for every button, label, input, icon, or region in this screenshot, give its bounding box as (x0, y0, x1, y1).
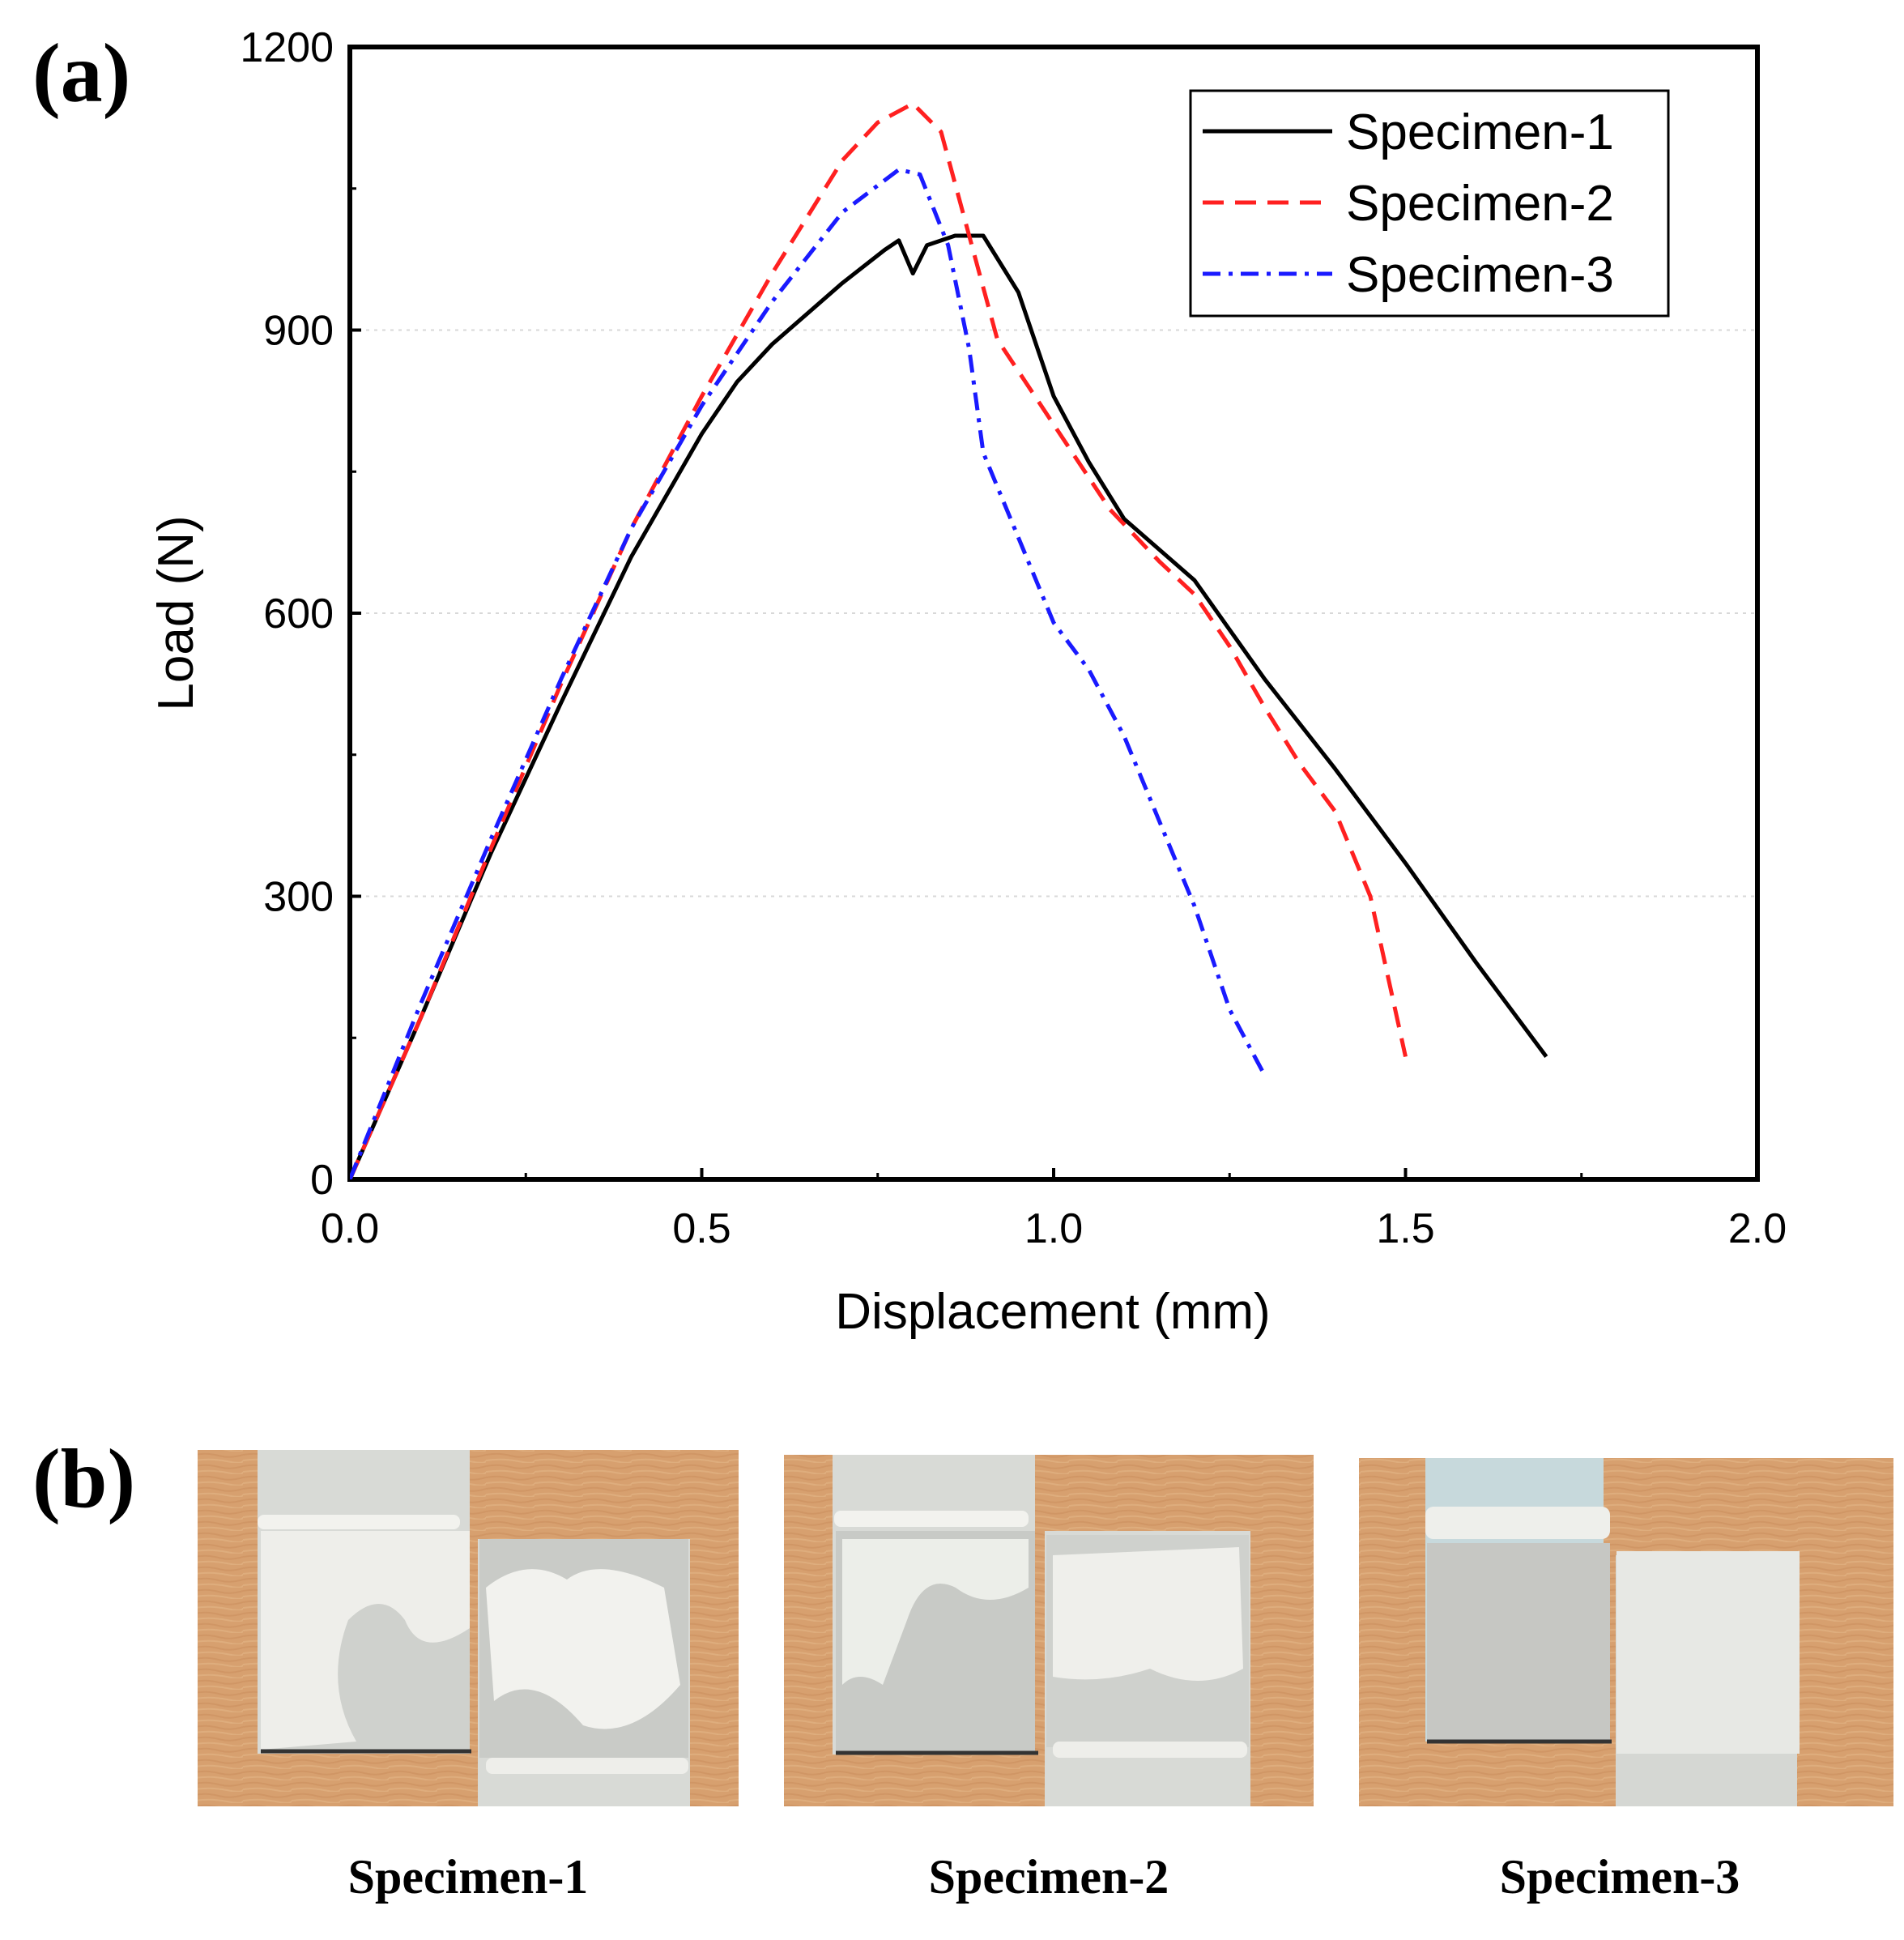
series-layer (350, 101, 1548, 1179)
x-axis-title: Displacement (mm) (835, 1284, 1270, 1340)
panel-label-a: (a) (32, 27, 130, 120)
legend-label-specimen-2: Specimen-2 (1346, 176, 1614, 232)
x-tick-label: 1.5 (1376, 1205, 1434, 1252)
specimen-2-photo (784, 1455, 1314, 1806)
x-tick-label: 2.0 (1728, 1205, 1787, 1252)
adhesive-bead-lower (1053, 1742, 1247, 1758)
bond-area-left (1427, 1543, 1610, 1742)
caption-specimen-1: Specimen-1 (348, 1850, 589, 1904)
x-tick-labels: 0.0 0.5 1.0 1.5 2.0 (321, 1205, 1787, 1252)
x-tick-label: 0.0 (321, 1205, 379, 1252)
y-tick-label: 600 (263, 591, 334, 637)
adhesive-bead-upper (834, 1511, 1029, 1527)
bond-area-right (1616, 1551, 1800, 1754)
specimen-3-photo (1359, 1458, 1893, 1806)
axis-ticks (348, 45, 1759, 1181)
adhesive-residue-right (486, 1569, 680, 1729)
adhesive-bead-upper (1425, 1507, 1610, 1539)
caption-specimen-2: Specimen-2 (929, 1850, 1169, 1904)
x-tick-label: 0.5 (672, 1205, 731, 1252)
y-axis-title: Load (N) (148, 515, 204, 710)
y-tick-label: 1200 (240, 24, 334, 71)
series-line-specimen-3 (350, 167, 1267, 1179)
y-tick-label: 900 (263, 308, 334, 355)
adhesive-residue-right (1053, 1547, 1243, 1681)
adhesive-bead-upper (258, 1515, 460, 1529)
panel-label-b: (b) (32, 1432, 135, 1525)
caption-specimen-3: Specimen-3 (1500, 1850, 1740, 1904)
adhesive-residue-left (261, 1531, 470, 1750)
series-line-specimen-1 (350, 233, 1548, 1179)
gridlines (350, 329, 1757, 898)
y-tick-label: 300 (263, 874, 334, 921)
y-tick-labels: 0 300 600 900 1200 (240, 24, 334, 1204)
x-tick-label: 1.0 (1024, 1205, 1083, 1252)
adhesive-bead-lower (486, 1758, 688, 1774)
legend-label-specimen-3: Specimen-3 (1346, 247, 1614, 303)
adhesive-residue-left (842, 1539, 1029, 1685)
y-tick-label: 0 (310, 1157, 334, 1204)
legend-label-specimen-1: Specimen-1 (1346, 104, 1614, 160)
specimen-1-photo (198, 1450, 739, 1806)
legend: Specimen-1 Specimen-2 Specimen-3 (1189, 89, 1670, 318)
